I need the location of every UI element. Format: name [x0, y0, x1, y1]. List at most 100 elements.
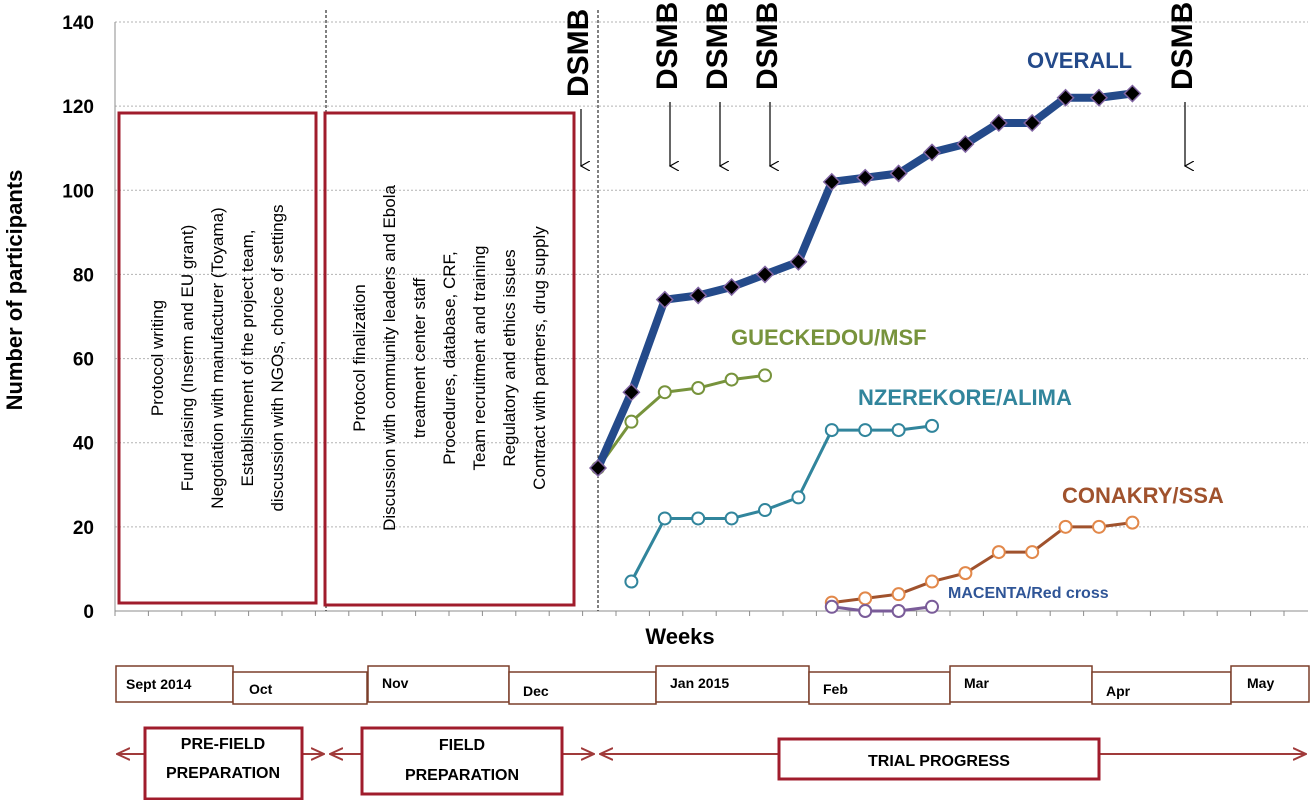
phase-prefield-line2: PREPARATION [166, 765, 280, 782]
description-line: Establishment of the project team, [238, 229, 257, 486]
data-point [922, 143, 942, 162]
month-box [808, 671, 951, 705]
data-point [657, 385, 672, 400]
y-axis-title: Number of participants [2, 170, 27, 411]
data-point [891, 587, 906, 602]
month-label: Dec [523, 683, 549, 699]
series-line [629, 424, 934, 584]
month-label: Nov [382, 675, 409, 691]
label-conakry: CONAKRY/SSA [1062, 483, 1224, 508]
data-point [1058, 519, 1073, 534]
description-line: Negotiation with manufacturer (Toyama) [208, 207, 227, 508]
data-point [1023, 113, 1042, 133]
month-box [1230, 665, 1310, 703]
data-point [858, 591, 873, 606]
month-label: Feb [823, 681, 848, 697]
series-line [596, 373, 767, 470]
month-timeline: Sept 2014 Oct Nov Dec Jan 2015 Feb Mar Apr May [115, 665, 1310, 705]
data-point [789, 252, 808, 271]
month-label: Jan 2015 [670, 675, 729, 691]
month-label: Sept 2014 [126, 676, 192, 692]
data-point [624, 574, 639, 589]
prefield-description-box [117, 111, 318, 605]
data-point [724, 511, 739, 526]
data-point [925, 574, 939, 589]
description-line: Protocol writing [148, 300, 167, 416]
data-point [1092, 519, 1106, 534]
data-point [758, 368, 772, 383]
phase-box-field [360, 726, 564, 796]
dsmb-label: DSMB [701, 2, 734, 90]
data-point [588, 458, 608, 478]
description-line: treatment center staff [410, 278, 429, 439]
data-point [655, 290, 674, 309]
data-point [791, 490, 806, 505]
data-point [891, 423, 906, 438]
phase-box-trial [777, 737, 1101, 781]
data-point [624, 414, 639, 429]
description-line: Regulatory and ethics issues [500, 249, 519, 466]
x-axis-minor-ticks [114, 611, 1285, 616]
dsmb-label: DSMB [651, 2, 684, 90]
description-line: Procedures, database, CRF, [440, 251, 459, 465]
month-label: Apr [1106, 683, 1131, 699]
data-point [889, 164, 908, 183]
description-line: Team recruitment and training [470, 246, 489, 471]
data-point [691, 511, 706, 526]
phase-field-line1: FIELD [439, 737, 485, 754]
month-box [508, 671, 657, 705]
data-point [989, 113, 1008, 133]
data-point [856, 168, 875, 187]
description-line: Fund raising (Inserm and EU grant) [178, 225, 197, 491]
month-box [367, 665, 510, 703]
label-gueckedou: GUECKEDOU/MSF [731, 325, 927, 350]
month-label: May [1247, 675, 1274, 691]
data-point [689, 286, 708, 305]
description-line: Discussion with community leaders and Eb… [380, 185, 399, 531]
data-point [1125, 515, 1140, 530]
dsmb-label: DSMB [1166, 2, 1199, 90]
label-macenta: MACENTA/Red cross [948, 585, 1109, 602]
month-box [115, 665, 234, 703]
dsmb-label: DSMB [562, 9, 595, 97]
data-point [822, 172, 841, 191]
y-tick-label: 20 [73, 518, 94, 539]
data-point [691, 381, 706, 396]
y-tick-label: 40 [73, 434, 94, 455]
series-line [830, 605, 934, 613]
phase-box-prefield [143, 726, 304, 800]
gridlines [115, 21, 1308, 528]
label-overall: OVERALL [1027, 48, 1132, 73]
data-point [925, 599, 939, 614]
y-tick-label: 120 [62, 97, 94, 118]
series-line [594, 89, 1137, 472]
description-line: Contract with partners, drug supply [530, 226, 549, 490]
y-tick-label: 0 [83, 602, 94, 623]
data-point [958, 566, 973, 581]
y-tick-label: 80 [73, 265, 94, 286]
description-line: discussion with NGOs, choice of settings [268, 204, 287, 511]
data-point [622, 383, 641, 402]
phase-field-line2: PREPARATION [405, 767, 519, 784]
data-point [1025, 545, 1040, 560]
month-label: Mar [964, 675, 989, 691]
label-nzerekore: NZEREKORE/ALIMA [858, 385, 1072, 410]
data-point [1056, 88, 1075, 107]
data-point [991, 545, 1006, 560]
data-point [858, 423, 873, 438]
data-point [925, 418, 939, 433]
data-point [824, 599, 839, 614]
data-point [755, 265, 775, 284]
phase-trial-label: TRIAL PROGRESS [868, 753, 1010, 770]
description-line: Protocol finalization [350, 284, 369, 431]
data-point [758, 503, 772, 518]
data-point [1089, 88, 1109, 107]
data-point [724, 372, 739, 387]
y-tick-labels: 0 20 40 60 80 100 120 140 [62, 13, 94, 623]
data-point [891, 604, 906, 618]
y-tick-label: 60 [73, 350, 94, 371]
month-box [655, 665, 810, 703]
dsmb-label: DSMB [751, 2, 784, 90]
data-point [1123, 84, 1142, 103]
month-box [232, 671, 368, 705]
